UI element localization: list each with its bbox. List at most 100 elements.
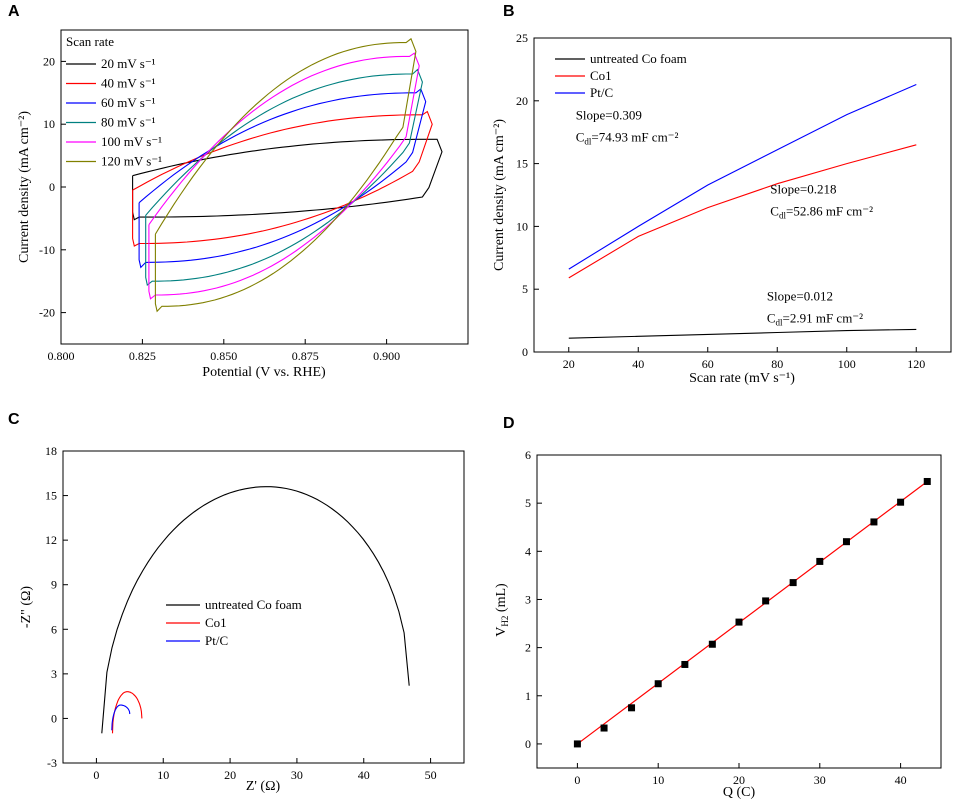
series-a-6: [154, 37, 417, 313]
d-y-tick-label: 0: [525, 737, 531, 751]
c-y-tick-label: -3: [47, 756, 57, 770]
annotation-slope-b-3: Slope=0.012: [767, 289, 833, 304]
legend-title-a: Scan rate: [66, 34, 114, 49]
panel-letter-a: A: [8, 3, 20, 20]
a-y-tick-label: 10: [43, 117, 55, 131]
series-a-2: [132, 110, 433, 247]
data-point-d: [628, 704, 636, 712]
panel-letter-b: B: [503, 3, 515, 20]
b-y-tick-label: 15: [516, 157, 528, 171]
annotation-slope-b-2: Slope=0.218: [770, 182, 836, 197]
b-y-tick-label: 10: [516, 219, 528, 233]
b-x-tick-label: 40: [632, 357, 644, 371]
d-y-tick-label: 5: [525, 496, 531, 510]
c-legend-label: untreated Co foam: [205, 597, 302, 612]
c-legend-label: Pt/C: [205, 633, 228, 648]
c-y-tick-label: 3: [51, 667, 57, 681]
d-x-tick-label: 10: [652, 773, 664, 787]
x-axis-title-d: Q (C): [723, 785, 756, 800]
annotation-cdl-b-2: Cdl=52.86 mF cm⁻²: [770, 204, 873, 221]
data-point-d: [816, 557, 824, 565]
data-point-d: [654, 680, 662, 688]
a-y-tick-label: -20: [39, 306, 55, 320]
d-x-tick-label: 20: [733, 773, 745, 787]
x-axis-title-c: Z' (Ω): [246, 779, 281, 794]
d-y-tick-label: 2: [525, 641, 531, 655]
b-x-tick-label: 60: [702, 357, 714, 371]
d-x-tick-label: 0: [574, 773, 580, 787]
y-axis-title-d: VH2 (mL): [494, 583, 510, 637]
c-y-tick-label: 0: [51, 711, 57, 725]
a-legend-label: 20 mV s⁻¹: [101, 56, 156, 71]
y-axis-title-d-unit: (mL): [494, 583, 509, 616]
c-y-tick-label: 6: [51, 622, 57, 636]
y-axis-title-c: -Z" (Ω): [19, 586, 34, 628]
series-a-5: [148, 52, 420, 300]
x-axis-title-a: Potential (V vs. RHE): [202, 365, 326, 380]
data-point-d: [573, 740, 581, 748]
series-b-2: [568, 144, 917, 279]
a-x-tick-label: 0.875: [292, 349, 319, 363]
legend-b: untreated Co foam Co1 Pt/C: [555, 51, 687, 100]
fit-line-d: [577, 481, 928, 745]
c-x-tick-label: 50: [425, 768, 437, 782]
data-point-d: [681, 660, 689, 668]
x-axis-title-b: Scan rate (mV s⁻¹): [689, 371, 795, 386]
a-legend-label: 80 mV s⁻¹: [101, 115, 156, 130]
panel-letter-c: C: [8, 411, 20, 428]
d-y-tick-label: 1: [525, 689, 531, 703]
data-point-d: [708, 640, 716, 648]
c-y-tick-label: 12: [45, 533, 57, 547]
c-legend-label: Co1: [205, 615, 227, 630]
series-c-3: [111, 704, 131, 731]
c-y-tick-label: 15: [45, 489, 57, 503]
a-x-tick-label: 0.825: [129, 349, 156, 363]
data-point-d: [762, 597, 770, 605]
c-x-tick-label: 0: [93, 768, 99, 782]
data-point-d: [842, 538, 850, 546]
a-x-tick-label: 0.800: [48, 349, 75, 363]
a-x-tick-label: 0.850: [210, 349, 237, 363]
b-y-tick-label: 20: [516, 94, 528, 108]
c-x-tick-label: 40: [358, 768, 370, 782]
data-point-d: [897, 498, 905, 506]
c-x-tick-label: 20: [224, 768, 236, 782]
y-axis-title-a: Current density (mA cm⁻²): [17, 111, 32, 263]
a-legend-label: 40 mV s⁻¹: [101, 76, 156, 91]
data-point-d: [735, 618, 743, 626]
chart-panel-a: 0.800 0.825 0.850 0.875 0.900 -20 -10 0 10 20 Sca…: [17, 29, 469, 380]
c-y-tick-label: 9: [51, 578, 57, 592]
plot-frame-b: [533, 37, 952, 353]
y-axis-title-d-main: V: [494, 627, 509, 637]
a-legend-label: 60 mV s⁻¹: [101, 95, 156, 110]
d-y-tick-label: 6: [525, 448, 531, 462]
data-point-d: [923, 477, 931, 485]
b-x-tick-label: 80: [771, 357, 783, 371]
d-x-tick-label: 30: [814, 773, 826, 787]
annotation-cdl-b-1: Cdl=74.93 mF cm⁻²: [576, 130, 679, 147]
data-point-d: [789, 579, 797, 587]
chart-panel-c: 0 10 20 30 40 50 -3 0 3 6 9 12 15 18 untreated Co foa…: [19, 444, 465, 794]
series-c-1: [101, 486, 410, 734]
series-a-4: [145, 68, 423, 286]
b-x-tick-label: 120: [907, 357, 925, 371]
annotation-slope-b-1: Slope=0.309: [576, 108, 642, 123]
b-x-tick-label: 20: [563, 357, 575, 371]
data-point-d: [870, 518, 878, 526]
b-legend-label: Co1: [590, 68, 612, 83]
series-a-1: [132, 138, 443, 221]
chart-panel-b: 20 40 60 80 100 120 0 5 10 15 20 25 untreated Co fo…: [492, 31, 952, 386]
d-y-tick-label: 3: [525, 592, 531, 606]
a-y-tick-label: -10: [39, 243, 55, 257]
b-x-tick-label: 100: [838, 357, 856, 371]
c-x-tick-label: 30: [291, 768, 303, 782]
plot-frame-c: [62, 450, 465, 764]
a-x-tick-label: 0.900: [373, 349, 400, 363]
legend-a: Scan rate 20 mV s⁻¹ 40 mV s⁻¹ 60 mV s⁻¹ 80 …: [66, 34, 162, 169]
y-axis-title-d-sub: H2: [500, 616, 510, 627]
series-c-2: [111, 691, 143, 734]
y-axis-title-b: Current density (mA cm⁻²): [492, 119, 507, 271]
c-x-tick-label: 10: [157, 768, 169, 782]
legend-c: untreated Co foam Co1 Pt/C: [166, 597, 302, 648]
